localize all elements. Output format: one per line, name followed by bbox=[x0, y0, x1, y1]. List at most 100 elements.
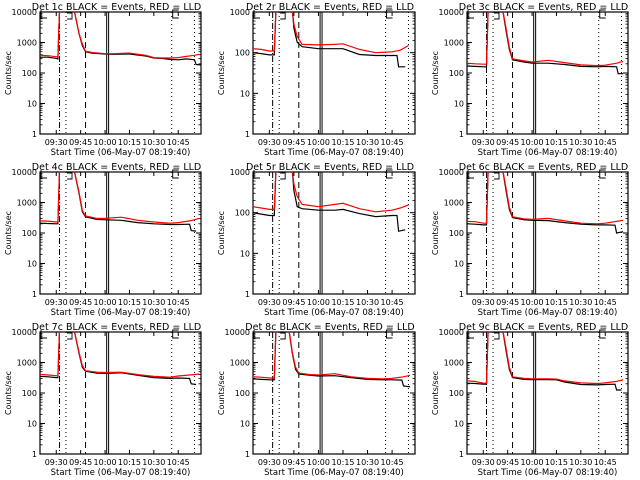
x-tick-label: 10:15 bbox=[118, 138, 141, 147]
x-tick-label: 10:30 bbox=[569, 138, 592, 147]
x-tick-label: 10:00 bbox=[94, 298, 117, 307]
y-tick-label: 1 bbox=[459, 130, 464, 139]
y-tick-label: 10000 bbox=[12, 328, 37, 337]
plot-frame bbox=[252, 171, 416, 295]
plot-frame bbox=[39, 11, 202, 135]
x-tick-label: 10:15 bbox=[331, 138, 354, 147]
y-tick-label: 1000 bbox=[444, 39, 464, 48]
x-tick-label: 09:45 bbox=[282, 458, 305, 467]
y-axis-label: Counts/sec bbox=[4, 211, 13, 255]
panel-title: Det 7c BLACK = Events, RED = LLD bbox=[32, 322, 201, 333]
y-axis-label: Counts/sec bbox=[431, 211, 440, 255]
start-bracket-mark bbox=[40, 10, 47, 19]
panel-9: Det 9c BLACK = Events, RED = LLD 1 10 100 10… bbox=[431, 322, 629, 478]
series-line-lld bbox=[253, 332, 411, 380]
peak-marker bbox=[67, 332, 73, 340]
y-tick-label: 10000 bbox=[439, 328, 464, 337]
series-line-lld bbox=[467, 172, 624, 225]
x-tick-label: 10:30 bbox=[142, 138, 165, 147]
peak-marker bbox=[494, 172, 500, 180]
y-tick-label: 1000 bbox=[17, 199, 37, 208]
y-tick-label: 100 bbox=[449, 69, 464, 78]
series-line-lld bbox=[253, 172, 409, 213]
x-tick-label: 10:00 bbox=[521, 458, 544, 467]
panel-4: Det 4c BLACK = Events, RED = LLD 1 10 100 10… bbox=[4, 162, 202, 318]
series-line-lld bbox=[40, 172, 200, 224]
panel-title: Det 5r BLACK = Events, RED = LLD bbox=[246, 162, 414, 173]
panel-7: Det 7c BLACK = Events, RED = LLD 1 10 100 10… bbox=[4, 322, 202, 478]
x-tick-label: 09:45 bbox=[282, 298, 305, 307]
x-tick-label: 10:00 bbox=[94, 138, 117, 147]
y-tick-label: 10000 bbox=[12, 168, 37, 177]
end-bracket-mark bbox=[599, 9, 606, 19]
panel-5: Det 5r BLACK = Events, RED = LLD 1 10 100 10… bbox=[217, 162, 416, 318]
start-bracket-mark bbox=[253, 170, 260, 179]
y-axis-label: Counts/sec bbox=[4, 371, 13, 415]
plot-frame bbox=[39, 171, 202, 295]
x-tick-label: 09:45 bbox=[69, 298, 92, 307]
x-tick-label: 10:15 bbox=[118, 458, 141, 467]
end-bracket-mark bbox=[386, 329, 393, 339]
x-tick-label: 10:30 bbox=[356, 138, 379, 147]
peak-marker bbox=[494, 332, 500, 340]
series-line-lld bbox=[253, 12, 409, 54]
x-axis-label: Start Time (06-May-07 08:19:40) bbox=[264, 468, 404, 478]
x-axis-label: Start Time (06-May-07 08:19:40) bbox=[264, 148, 404, 158]
x-axis-label: Start Time (06-May-07 08:19:40) bbox=[51, 468, 191, 478]
y-tick-label: 100 bbox=[22, 229, 37, 238]
y-tick-label: 1 bbox=[32, 290, 37, 299]
peak-marker bbox=[494, 12, 500, 20]
x-tick-label: 10:15 bbox=[545, 298, 568, 307]
y-tick-label: 100 bbox=[22, 69, 37, 78]
y-tick-label: 100 bbox=[449, 389, 464, 398]
start-bracket-mark bbox=[40, 170, 47, 179]
y-tick-label: 10 bbox=[454, 260, 464, 269]
x-tick-label: 10:15 bbox=[331, 298, 354, 307]
panel-title: Det 1c BLACK = Events, RED = LLD bbox=[32, 2, 201, 13]
peak-marker bbox=[280, 172, 286, 180]
series-line-events bbox=[40, 12, 201, 66]
start-bracket-mark bbox=[467, 10, 474, 19]
end-bracket-mark bbox=[386, 9, 393, 19]
y-tick-label: 10000 bbox=[225, 328, 250, 337]
start-bracket-mark bbox=[467, 330, 474, 339]
y-tick-label: 100 bbox=[235, 49, 250, 58]
y-tick-label: 10 bbox=[240, 420, 250, 429]
x-tick-label: 10:45 bbox=[594, 298, 617, 307]
x-tick-label: 10:30 bbox=[356, 458, 379, 467]
x-tick-label: 09:45 bbox=[69, 458, 92, 467]
x-axis-label: Start Time (06-May-07 08:19:40) bbox=[478, 308, 618, 318]
x-axis-label: Start Time (06-May-07 08:19:40) bbox=[264, 308, 404, 318]
plot-frame bbox=[466, 331, 629, 455]
y-tick-label: 1000 bbox=[230, 8, 250, 17]
y-tick-label: 1 bbox=[32, 450, 37, 459]
x-axis-label: Start Time (06-May-07 08:19:40) bbox=[478, 468, 618, 478]
x-tick-label: 10:30 bbox=[569, 458, 592, 467]
series-line-events bbox=[467, 12, 624, 75]
x-tick-label: 10:30 bbox=[569, 298, 592, 307]
x-tick-label: 10:45 bbox=[167, 298, 190, 307]
y-axis-label: Counts/sec bbox=[217, 211, 226, 255]
series-line-lld bbox=[40, 12, 200, 59]
end-bracket-mark bbox=[386, 169, 393, 179]
panel-6: Det 6c BLACK = Events, RED = LLD 1 10 100 10… bbox=[431, 162, 629, 318]
y-tick-label: 10000 bbox=[12, 8, 37, 17]
y-tick-label: 1 bbox=[245, 290, 250, 299]
x-tick-label: 10:00 bbox=[94, 458, 117, 467]
x-tick-label: 10:45 bbox=[167, 138, 190, 147]
panel-title: Det 3c BLACK = Events, RED = LLD bbox=[459, 2, 628, 13]
panel-title: Det 6c BLACK = Events, RED = LLD bbox=[459, 162, 628, 173]
x-tick-label: 10:15 bbox=[331, 458, 354, 467]
panel-title: Det 9c BLACK = Events, RED = LLD bbox=[459, 322, 628, 333]
y-tick-label: 100 bbox=[449, 229, 464, 238]
y-tick-label: 1000 bbox=[230, 168, 250, 177]
y-tick-label: 10 bbox=[27, 420, 37, 429]
peak-marker bbox=[67, 12, 73, 20]
x-tick-label: 09:30 bbox=[45, 298, 68, 307]
series-line-lld bbox=[467, 12, 624, 67]
end-bracket-mark bbox=[172, 329, 179, 339]
x-tick-label: 10:30 bbox=[142, 298, 165, 307]
x-tick-label: 10:45 bbox=[381, 458, 404, 467]
series-line-events bbox=[40, 332, 197, 386]
